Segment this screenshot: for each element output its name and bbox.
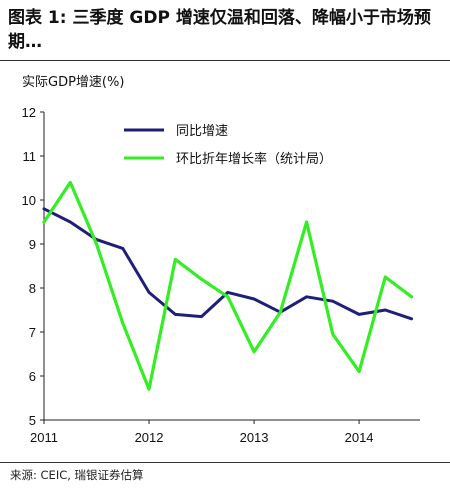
source-note: 来源: CEIC, 瑞银证券估算 (10, 468, 144, 482)
legend-label-2: 环比折年增长率（统计局） (176, 151, 332, 167)
y-tick-label: 10 (22, 193, 36, 208)
y-tick-label: 9 (29, 237, 36, 252)
chart-title: 图表 1: 三季度 GDP 增速仅温和回落、降幅小于市场预期… (8, 8, 431, 52)
y-tick-label: 5 (29, 413, 36, 428)
x-tick-label: 2011 (30, 430, 58, 445)
y-tick-label: 6 (29, 369, 36, 384)
x-tick-label: 2012 (135, 430, 164, 445)
y-tick-label: 11 (23, 149, 37, 164)
series-line-2 (42, 180, 414, 391)
source-divider (0, 462, 450, 463)
y-axis-label: 实际GDP增速(%) (22, 75, 125, 90)
y-tick-label: 7 (29, 325, 36, 340)
series-line-1 (42, 207, 414, 321)
x-tick-label: 2014 (345, 430, 374, 445)
title-divider (0, 60, 450, 61)
y-tick-label: 12 (22, 105, 36, 120)
y-tick-label: 8 (29, 281, 36, 296)
x-tick-label: 2013 (240, 430, 269, 445)
legend-label-1: 同比增速 (176, 124, 228, 139)
